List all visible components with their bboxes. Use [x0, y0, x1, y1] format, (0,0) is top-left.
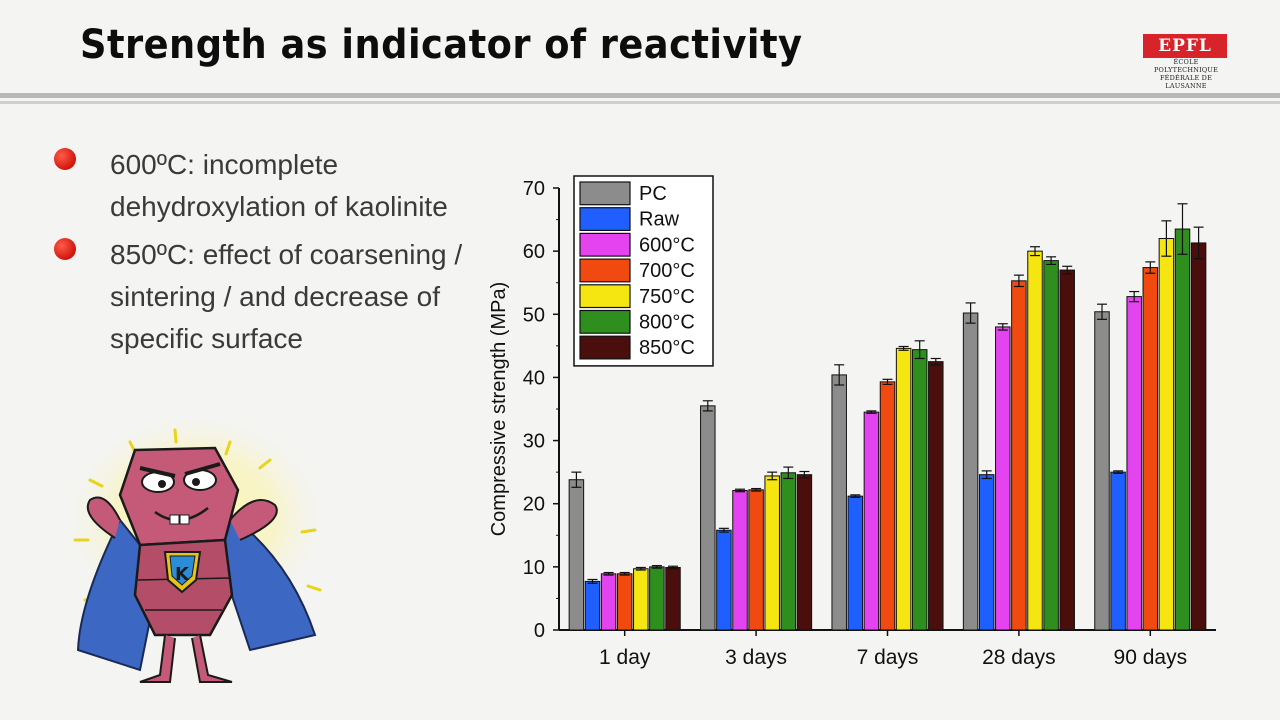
bar: [665, 566, 681, 631]
bar: [863, 411, 880, 631]
bar: [831, 374, 847, 631]
epfl-logo: EPFL ÉCOLE POLYTECHNIQUE FÉDÉRALE DE LAU…: [1143, 34, 1229, 90]
logo-line-1: ÉCOLE POLYTECHNIQUE: [1153, 58, 1219, 74]
y-tick-label: 20: [523, 494, 545, 516]
bar: [1011, 280, 1027, 631]
x-tick-label: 90 days: [1114, 646, 1188, 669]
bar: [928, 361, 944, 631]
y-axis-label: Compressive strength (MPa): [488, 282, 510, 537]
bar: [1142, 267, 1159, 631]
legend-swatch: [579, 309, 631, 334]
bar: [584, 580, 601, 631]
bar: [796, 474, 813, 631]
bar: [962, 312, 979, 631]
legend-swatch: [579, 181, 631, 206]
bullet-item: 600ºC: incomplete dehydroxylation of kao…: [52, 144, 470, 228]
bullet-text: 600ºC: incomplete dehydroxylation of kao…: [110, 149, 448, 222]
legend-label: 750°C: [639, 286, 695, 308]
x-tick-label: 3 days: [725, 646, 787, 669]
bar: [847, 495, 864, 631]
legend-swatch: [579, 284, 631, 309]
legend-swatch: [579, 207, 631, 232]
legend-swatch: [579, 258, 631, 283]
bar: [649, 566, 665, 631]
bar: [1110, 471, 1126, 631]
x-tick-label: 28 days: [982, 646, 1056, 669]
header-rule-secondary: [0, 101, 1280, 104]
bar: [1059, 269, 1075, 631]
y-tick-label: 70: [523, 178, 545, 200]
y-tick-label: 60: [523, 241, 545, 263]
bar: [1174, 228, 1191, 631]
y-tick-label: 30: [523, 431, 545, 453]
bullet-text: 850ºC: effect of coarsening / sintering …: [110, 239, 463, 354]
bar: [780, 472, 797, 631]
legend-label: PC: [639, 183, 667, 205]
bar: [732, 489, 748, 631]
slide-title: Strength as indicator of reactivity: [80, 22, 803, 68]
bar: [633, 568, 649, 631]
bar: [895, 347, 912, 631]
bullet-item: 850ºC: effect of coarsening / sintering …: [52, 234, 470, 360]
legend-swatch: [579, 335, 631, 360]
compressive-strength-chart: 0 10 20 30 40 50 60 70 Compressive strength (MPa…: [480, 165, 1240, 700]
legend-label: 850°C: [639, 337, 695, 359]
header-rule: [0, 93, 1280, 98]
y-tick-label: 50: [523, 304, 545, 326]
bar: [911, 349, 928, 631]
bar: [748, 489, 764, 631]
legend-label: 800°C: [639, 312, 695, 334]
legend-label: 700°C: [639, 260, 695, 282]
bar: [764, 475, 780, 631]
bar: [1190, 242, 1207, 631]
y-tick-label: 0: [534, 620, 545, 642]
legend-swatch: [579, 232, 631, 257]
bar-chart: 0 10 20 30 40 50 60 70 Compressive strength (MPa…: [488, 175, 1216, 669]
legend-label: 600°C: [639, 234, 695, 256]
bar: [616, 573, 633, 631]
bullet-list: 600ºC: incomplete dehydroxylation of kao…: [52, 144, 470, 366]
bar: [1094, 311, 1110, 631]
x-tick-label: 1 day: [599, 646, 651, 669]
logo-line-2: FÉDÉRALE DE LAUSANNE: [1159, 74, 1213, 90]
mascot-badge-letter: K: [175, 564, 190, 585]
y-tick-label: 10: [523, 557, 545, 579]
bar: [1126, 296, 1142, 631]
legend-label: Raw: [639, 209, 680, 231]
bar: [568, 479, 585, 631]
bullet-dot-icon: [54, 238, 76, 260]
kaolinite-superhero-illustration: K: [60, 420, 360, 705]
bar: [600, 573, 617, 631]
bullet-dot-icon: [54, 148, 76, 170]
bar: [700, 405, 716, 631]
bar: [978, 474, 995, 631]
bar: [1158, 238, 1175, 631]
y-tick-label: 40: [523, 367, 545, 389]
bar: [879, 381, 896, 631]
bar: [716, 529, 732, 631]
bar: [1027, 250, 1043, 631]
bar: [995, 326, 1011, 631]
bar: [1043, 260, 1059, 631]
epfl-logo-mark: EPFL: [1143, 34, 1227, 58]
x-tick-label: 7 days: [857, 646, 919, 669]
